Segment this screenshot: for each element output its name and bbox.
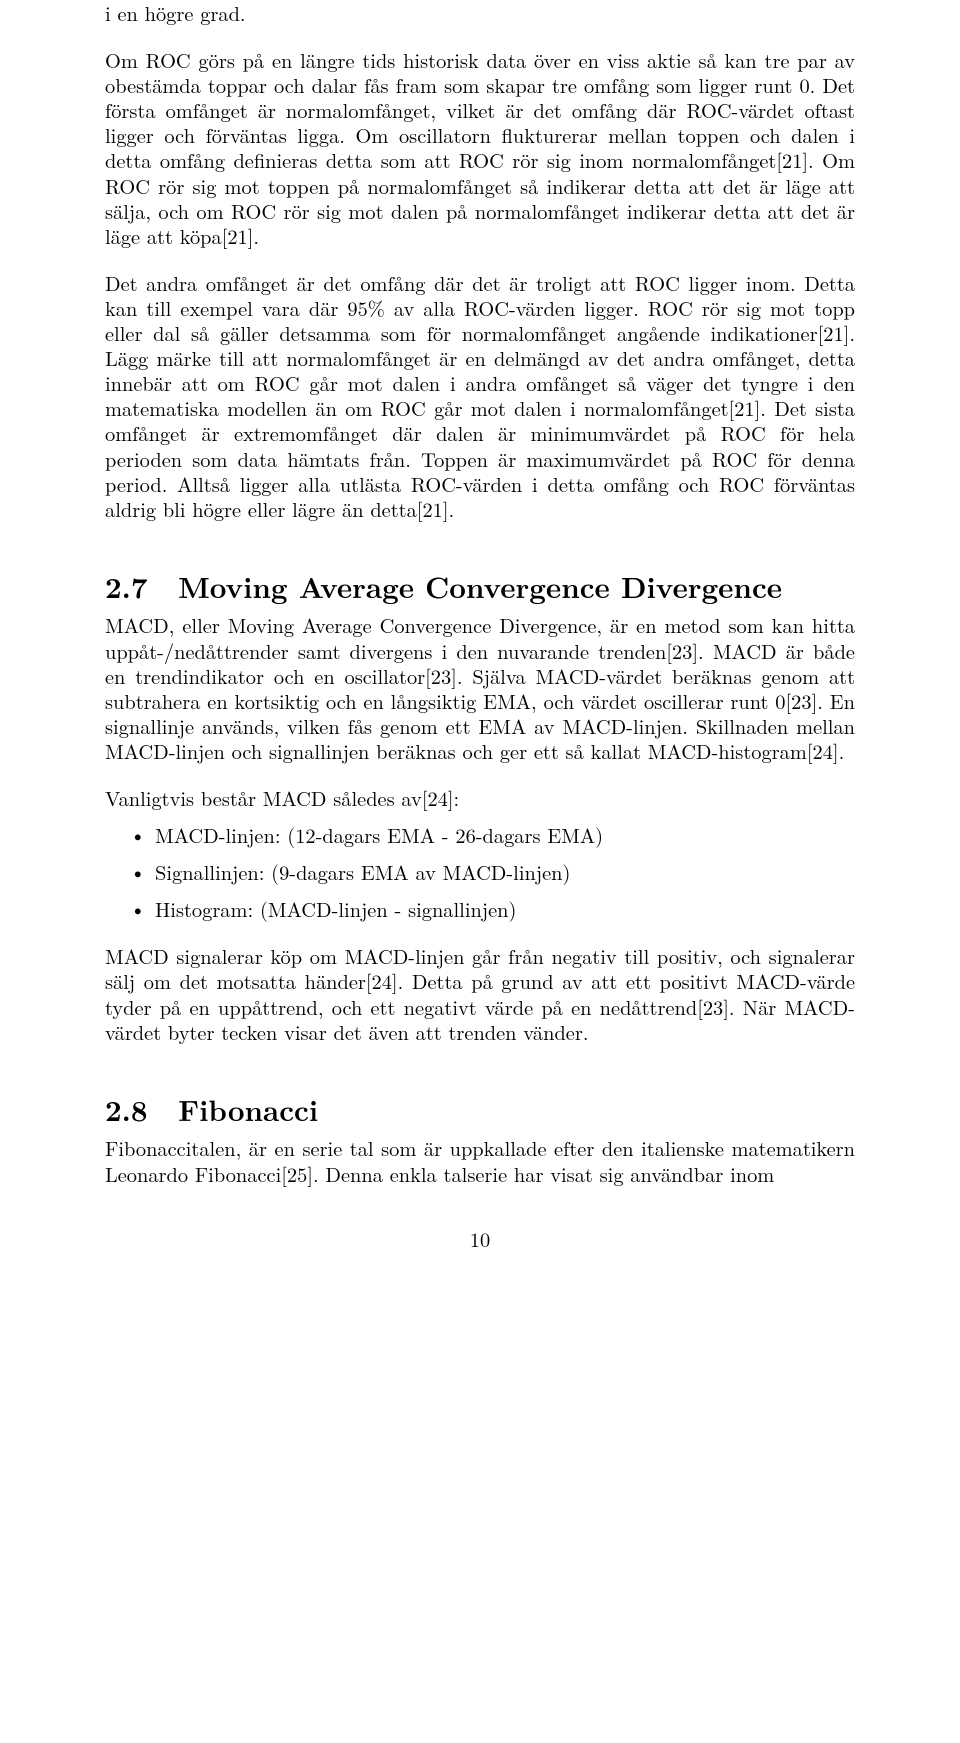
- paragraph-macd-2: MACD signalerar köp om MACD-linjen går f…: [105, 943, 855, 1043]
- paragraph-macd-1: MACD, eller Moving Average Convergence D…: [105, 612, 855, 763]
- paragraph-macd-list-intro: Vanligtvis består MACD således av[24]:: [105, 785, 855, 810]
- page: i en högre grad. Om ROC görs på en längr…: [0, 0, 960, 1251]
- list-item: Signallinjen: (9-dagars EMA av MACD-linj…: [155, 859, 855, 884]
- paragraph-fibonacci: Fibonaccitalen, är en serie tal som är u…: [105, 1135, 855, 1185]
- bullet-list-macd: MACD-linjen: (12-dagars EMA - 26-dagars …: [105, 822, 855, 921]
- paragraph-fragment-top: i en högre grad.: [105, 0, 855, 25]
- page-number: 10: [105, 1226, 855, 1251]
- section-title: Fibonacci: [178, 1088, 318, 1130]
- paragraph-roc-2: Det andra omfånget är det omfång där det…: [105, 270, 855, 521]
- section-heading-2-8: 2.8 Fibonacci: [105, 1092, 855, 1128]
- list-item: Histogram: (MACD-linjen - signallinjen): [155, 896, 855, 921]
- section-number: 2.8: [105, 1092, 167, 1128]
- paragraph-roc-1: Om ROC görs på en längre tids historisk …: [105, 47, 855, 248]
- list-item: MACD-linjen: (12-dagars EMA - 26-dagars …: [155, 822, 855, 847]
- section-number: 2.7: [105, 569, 167, 605]
- section-heading-2-7: 2.7 Moving Average Convergence Divergenc…: [105, 569, 855, 605]
- section-title: Moving Average Convergence Divergence: [178, 565, 782, 607]
